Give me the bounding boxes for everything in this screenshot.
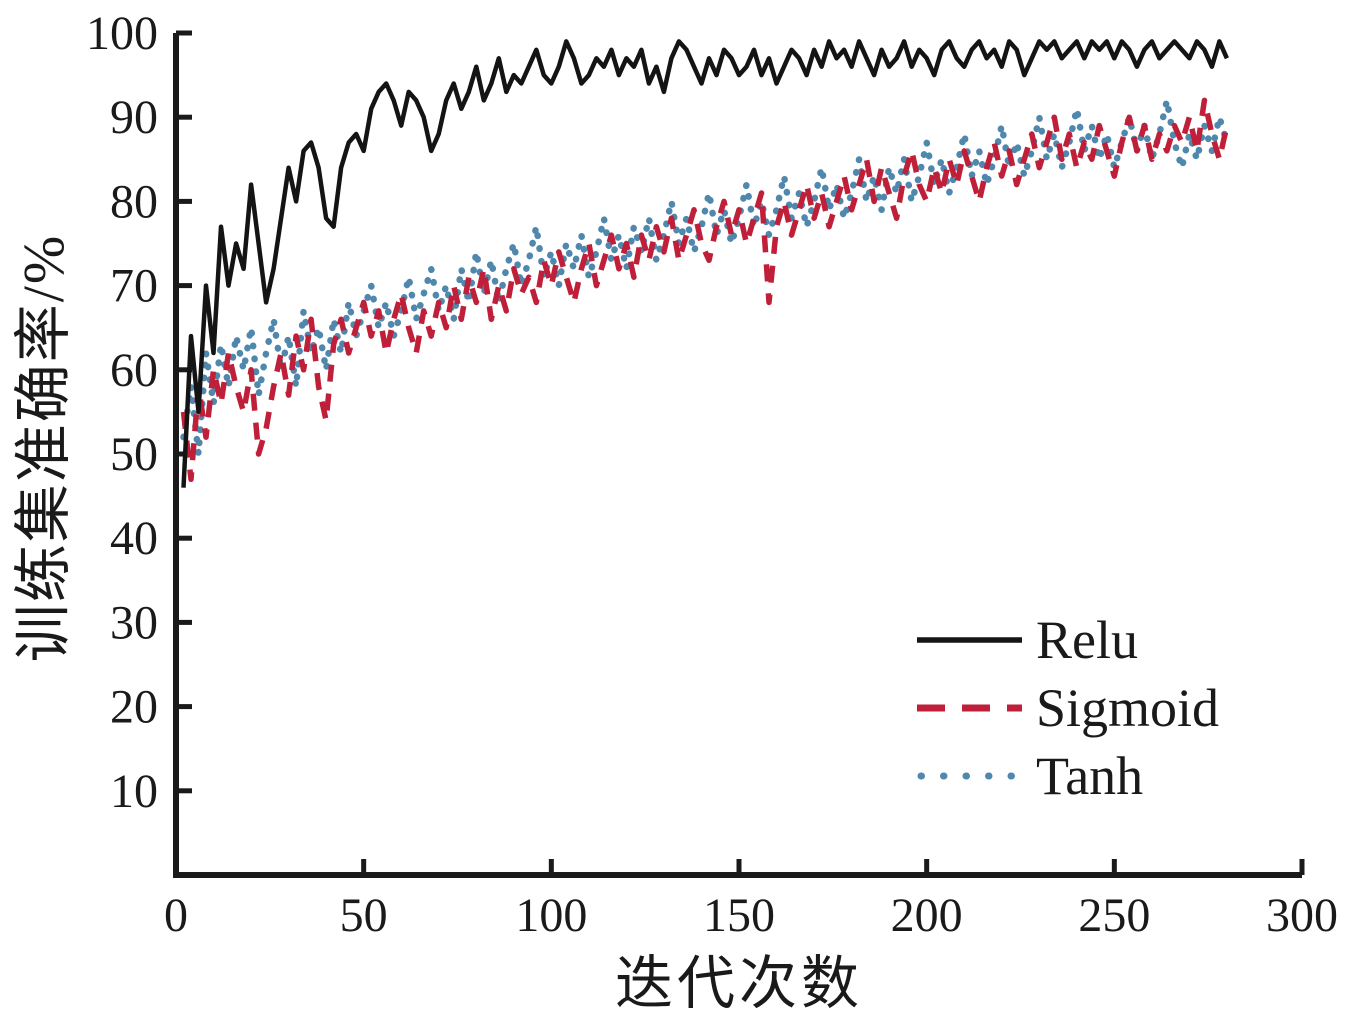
legend-label-sigmoid: Sigmoid <box>1036 678 1220 738</box>
x-tick-label-150: 150 <box>703 889 775 942</box>
legend-item-relu: Relu <box>917 606 1219 674</box>
y-tick-label-100: 100 <box>86 7 158 60</box>
y-tick-label-70: 70 <box>110 260 158 313</box>
y-tick-label-50: 50 <box>110 428 158 481</box>
x-tick-label-250: 250 <box>1078 889 1150 942</box>
x-tick-label-300: 300 <box>1266 889 1338 942</box>
sigmoid-dash-sample-icon <box>917 704 1022 712</box>
y-tick-label-20: 20 <box>110 681 158 734</box>
x-axis-label: 迭代次数 <box>614 951 864 1014</box>
x-tick-label-50: 50 <box>340 889 388 942</box>
legend: Relu Sigmoid Tanh <box>917 606 1219 810</box>
y-tick-label-10: 10 <box>110 765 158 818</box>
y-axis-label: 训练集准确率/% <box>11 233 76 663</box>
y-tick-label-60: 60 <box>110 344 158 397</box>
y-tick-label-80: 80 <box>110 175 158 228</box>
series-tanh <box>180 97 1231 458</box>
x-tick-label-0: 0 <box>164 889 188 942</box>
legend-item-tanh: Tanh <box>917 742 1219 810</box>
y-tick-label-30: 30 <box>110 596 158 649</box>
legend-label-tanh: Tanh <box>1036 746 1144 806</box>
series-sigmoid <box>180 97 1230 483</box>
legend-item-sigmoid: Sigmoid <box>917 674 1219 742</box>
x-tick-label-200: 200 <box>891 889 963 942</box>
legend-label-relu: Relu <box>1036 610 1138 670</box>
relu-line-sample-icon <box>917 637 1022 643</box>
y-tick-label-40: 40 <box>110 512 158 565</box>
tanh-dot-sample-icon <box>917 772 1022 780</box>
series-relu <box>181 39 1229 488</box>
x-tick-label-100: 100 <box>515 889 587 942</box>
y-tick-label-90: 90 <box>110 91 158 144</box>
